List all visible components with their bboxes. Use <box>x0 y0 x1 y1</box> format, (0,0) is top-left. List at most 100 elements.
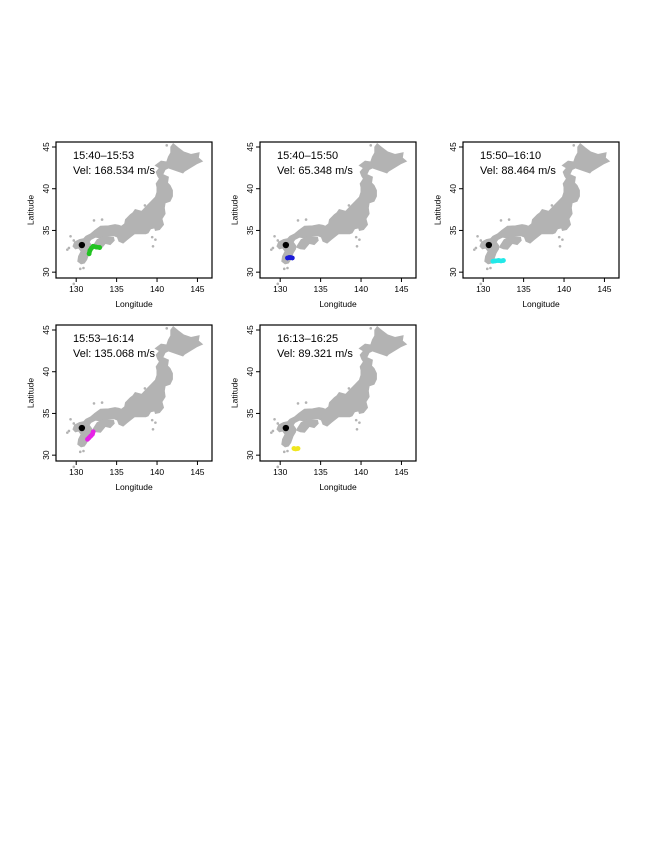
time-range-label: 15:50–16:10 <box>480 150 541 162</box>
trajectory-point <box>90 429 96 435</box>
island-dot <box>82 266 85 270</box>
island-dot <box>69 234 72 238</box>
island-dot <box>273 417 276 421</box>
island-dot <box>479 239 483 242</box>
y-axis: 30 35 40 45 Latitude <box>432 142 463 277</box>
trajectory <box>85 429 96 442</box>
shikoku-landmass <box>91 418 115 433</box>
y-tick-label: 45 <box>41 325 51 335</box>
island-dot <box>115 417 118 420</box>
x-tick-label: 130 <box>273 467 287 477</box>
island-dot <box>369 144 373 147</box>
y-axis: 30 35 40 45 Latitude <box>229 325 260 460</box>
x-tick-label: 135 <box>517 284 531 294</box>
island-dot <box>286 449 289 453</box>
island-dot <box>304 218 308 221</box>
x-tick-label: 140 <box>354 467 368 477</box>
map-panel-4: 15:53–16:14 Vel: 135.068 m/s 130 135 140 145 L… <box>25 324 213 492</box>
plot-frame <box>55 324 213 462</box>
trajectory-point <box>289 255 295 261</box>
island-dot <box>69 417 72 421</box>
y-axis: 30 35 40 45 Latitude <box>25 325 56 460</box>
island-dot <box>347 204 351 207</box>
x-axis: 130 135 140 145 Longitude <box>69 461 205 492</box>
plot-frame <box>259 141 417 279</box>
island-dot <box>319 234 322 237</box>
time-range-label: 15:53–16:14 <box>73 333 134 345</box>
island-dot <box>282 450 286 454</box>
trajectory-point <box>501 258 506 263</box>
x-tick-label: 130 <box>69 284 83 294</box>
island-dot <box>271 429 275 433</box>
y-tick-label: 40 <box>41 184 51 194</box>
island-dot <box>143 387 147 390</box>
island-dot <box>276 282 280 286</box>
island-dot <box>296 219 300 222</box>
y-tick-label: 35 <box>41 408 51 418</box>
x-tick-label: 145 <box>190 284 204 294</box>
shikoku-landmass <box>498 235 522 250</box>
island-dot <box>354 235 358 239</box>
map-panel-3: 15:50–16:10 Vel: 88.464 m/s 130 135 140 145 Lo… <box>432 141 620 309</box>
velocity-label: Vel: 89.321 m/s <box>277 348 353 360</box>
island-dot <box>78 267 82 271</box>
island-dot <box>558 244 562 248</box>
trajectory <box>86 243 103 257</box>
x-axis-label: Longitude <box>115 482 153 492</box>
island-dot <box>358 238 361 241</box>
trajectory <box>490 258 506 264</box>
japan-landmass <box>72 142 204 265</box>
x-axis: 130 135 140 145 Longitude <box>273 278 409 309</box>
time-range-label: 15:40–15:50 <box>277 150 338 162</box>
velocity-label: Vel: 65.348 m/s <box>277 165 353 177</box>
epicenter-marker <box>78 241 86 249</box>
trajectory-point <box>295 446 301 451</box>
x-tick-label: 135 <box>314 284 328 294</box>
x-tick-label: 140 <box>150 284 164 294</box>
x-tick-label: 140 <box>557 284 571 294</box>
map-panel-2: 15:40–15:50 Vel: 65.348 m/s 130 135 140 145 Lo… <box>229 141 417 309</box>
island-dot <box>66 248 69 251</box>
island-dot <box>72 422 76 425</box>
epicenter-marker <box>282 424 290 432</box>
x-tick-label: 145 <box>597 284 611 294</box>
y-tick-label: 40 <box>448 184 458 194</box>
y-tick-label: 30 <box>448 267 458 277</box>
y-axis-label: Latitude <box>432 195 442 226</box>
island-dot <box>165 144 169 147</box>
epicenter-marker <box>485 241 493 249</box>
island-dot <box>100 401 104 404</box>
x-axis-label: Longitude <box>319 299 357 309</box>
island-dot <box>100 218 104 221</box>
island-dot <box>355 244 359 248</box>
y-tick-label: 30 <box>245 450 255 460</box>
x-tick-label: 130 <box>69 467 83 477</box>
y-tick-label: 40 <box>245 367 255 377</box>
japan-landmass <box>276 325 408 448</box>
plot-frame <box>462 141 620 279</box>
x-tick-label: 135 <box>110 467 124 477</box>
x-tick-label: 130 <box>273 284 287 294</box>
y-tick-label: 35 <box>245 225 255 235</box>
y-tick-label: 35 <box>448 225 458 235</box>
island-dot <box>276 465 280 469</box>
island-dot <box>369 327 373 330</box>
island-dot <box>154 421 157 424</box>
y-tick-label: 45 <box>245 142 255 152</box>
island-dot <box>271 246 275 250</box>
island-dot <box>522 234 525 237</box>
japan-landmass <box>72 325 204 448</box>
island-dot <box>507 218 511 221</box>
y-axis-label: Latitude <box>229 378 239 409</box>
island-dot <box>92 219 96 222</box>
island-dot <box>276 239 280 242</box>
trajectory-point <box>97 245 103 250</box>
y-tick-label: 30 <box>41 450 51 460</box>
y-axis-label: Latitude <box>229 195 239 226</box>
map-panel-1: 15:40–15:53 Vel: 168.534 m/s 130 135 140 145 L… <box>25 141 213 309</box>
shikoku-landmass <box>295 235 319 250</box>
y-tick-label: 30 <box>41 267 51 277</box>
map-panel-5: 16:13–16:25 Vel: 89.321 m/s 130 135 140 145 Lo… <box>229 324 417 492</box>
x-tick-label: 135 <box>314 467 328 477</box>
